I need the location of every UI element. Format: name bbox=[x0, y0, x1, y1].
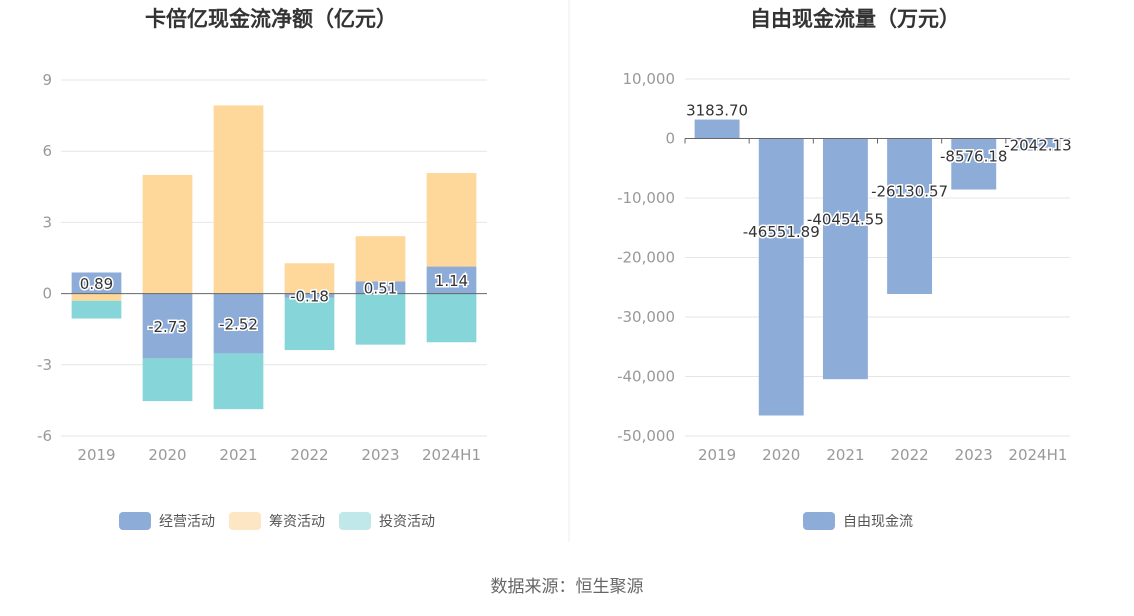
bar-2023-投资活动 bbox=[355, 293, 406, 345]
bar-2022-投资活动 bbox=[284, 297, 335, 351]
chart2-title: 自由现金流量（万元） bbox=[750, 7, 960, 31]
bar-2024H1-经营活动 bbox=[426, 266, 477, 294]
bar-2024H1-筹资活动 bbox=[426, 173, 477, 267]
y-tick-label: 0 bbox=[665, 130, 675, 148]
legend-label: 经营活动 bbox=[159, 514, 215, 530]
legend-swatch bbox=[229, 512, 261, 530]
x-tick-label: 2021 bbox=[219, 446, 257, 464]
data-label: 0.51 bbox=[364, 280, 397, 298]
data-label: -2.52 bbox=[219, 316, 258, 334]
x-tick-label: 2023 bbox=[361, 446, 399, 464]
x-tick-label: 2021 bbox=[826, 446, 864, 464]
legend-label: 自由现金流 bbox=[843, 514, 913, 530]
y-tick-label: -20,000 bbox=[617, 249, 675, 267]
x-tick-label: 2024H1 bbox=[1008, 446, 1067, 464]
bar-2022-筹资活动 bbox=[284, 263, 335, 294]
bar-2023-自由现金流 bbox=[951, 138, 997, 190]
y-tick-label: 10,000 bbox=[623, 70, 676, 88]
y-tick-label: 3 bbox=[42, 213, 52, 231]
data-label: -2.73 bbox=[148, 318, 187, 336]
legend-item-投资活动[interactable]: 投资活动 bbox=[339, 512, 435, 530]
y-tick-label: 9 bbox=[42, 71, 52, 89]
data-label: -26130.57 bbox=[871, 182, 948, 200]
bar-2021-自由现金流 bbox=[822, 138, 868, 380]
bar-2021-经营活动 bbox=[213, 293, 264, 354]
data-label: -0.18 bbox=[290, 288, 329, 306]
legend-label: 投资活动 bbox=[379, 514, 435, 530]
y-tick-label: 0 bbox=[42, 285, 52, 303]
bar-2020-经营活动 bbox=[142, 293, 193, 359]
legend-item-经营活动[interactable]: 经营活动 bbox=[119, 512, 215, 530]
legend-label: 筹资活动 bbox=[269, 513, 325, 530]
legend-item-自由现金流[interactable]: 自由现金流 bbox=[803, 512, 913, 530]
data-label: -40454.55 bbox=[807, 211, 884, 229]
source-note: 数据来源：恒生聚源 bbox=[491, 577, 644, 597]
bar-2024H1-投资活动 bbox=[426, 293, 477, 343]
x-tick-label: 2023 bbox=[955, 446, 993, 464]
data-label: -46551.89 bbox=[743, 223, 820, 241]
y-tick-label: -40,000 bbox=[617, 368, 675, 386]
data-label: 0.89 bbox=[80, 275, 113, 293]
bar-2020-筹资活动 bbox=[142, 174, 193, 294]
x-tick-label: 2019 bbox=[698, 446, 736, 464]
bar-2019-经营活动 bbox=[71, 272, 122, 294]
data-label: -2042.13 bbox=[1004, 137, 1071, 155]
bar-2019-投资活动 bbox=[71, 300, 122, 319]
bar-2021-筹资活动 bbox=[213, 105, 264, 294]
y-tick-label: -30,000 bbox=[617, 308, 675, 326]
bar-2021-投资活动 bbox=[213, 353, 264, 410]
bar-2022-经营活动 bbox=[284, 293, 335, 298]
data-label: -8576.18 bbox=[940, 148, 1007, 166]
chart1-plot: 9 6 3 0 -3 -6 2019 2020 2021 2022 2023 2024H1 0.89 -2… bbox=[37, 71, 487, 530]
y-tick-label: -3 bbox=[37, 356, 52, 374]
y-tick-label: -10,000 bbox=[617, 189, 675, 207]
data-label: 3183.70 bbox=[686, 102, 748, 120]
bar-2019-自由现金流 bbox=[694, 119, 740, 139]
x-tick-label: 2022 bbox=[290, 446, 328, 464]
data-label: 1.14 bbox=[435, 272, 468, 290]
chart2-plot: 10,000 0 -10,000 -20,000 -30,000 -40,000 -50,0… bbox=[617, 70, 1073, 530]
legend-item-筹资活动[interactable]: 筹资活动 bbox=[229, 512, 325, 530]
x-tick-label: 2019 bbox=[77, 446, 115, 464]
bar-2020-自由现金流 bbox=[758, 138, 804, 416]
bar-2023-筹资活动 bbox=[355, 236, 406, 282]
bar-2019-筹资活动 bbox=[71, 293, 122, 301]
bar-2024H1-自由现金流 bbox=[1015, 138, 1061, 151]
legend-swatch bbox=[339, 512, 371, 530]
bar-2023-经营活动 bbox=[355, 281, 406, 294]
legend-swatch bbox=[119, 512, 151, 530]
y-tick-label: -50,000 bbox=[617, 427, 675, 445]
y-tick-label: -6 bbox=[37, 427, 52, 445]
x-tick-label: 2024H1 bbox=[422, 446, 481, 464]
chart1-title: 卡倍亿现金流净额（亿元） bbox=[145, 7, 397, 31]
x-tick-label: 2020 bbox=[148, 446, 186, 464]
bar-2022-自由现金流 bbox=[887, 138, 933, 294]
x-tick-label: 2020 bbox=[762, 446, 800, 464]
y-tick-label: 6 bbox=[42, 142, 52, 160]
legend-swatch bbox=[803, 512, 835, 530]
x-tick-label: 2022 bbox=[890, 446, 928, 464]
bar-2020-投资活动 bbox=[142, 358, 193, 402]
